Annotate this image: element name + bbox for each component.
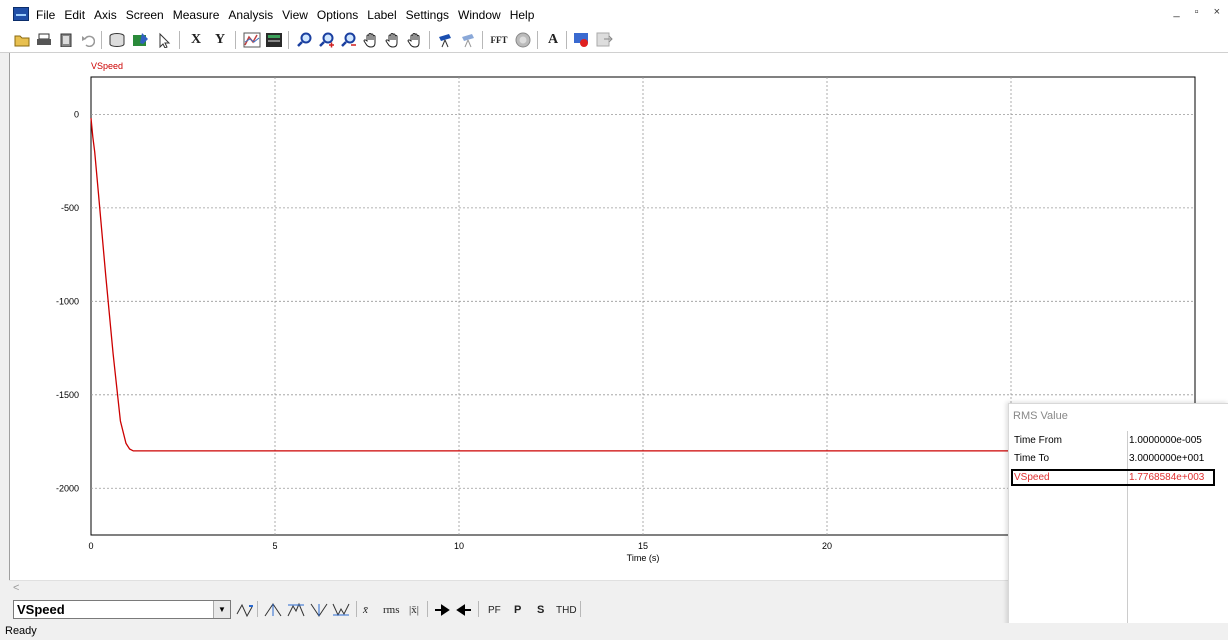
toolbar-separator bbox=[235, 31, 236, 49]
valley-icon[interactable] bbox=[310, 601, 328, 619]
app-icon bbox=[13, 7, 29, 21]
y-tick-label: -500 bbox=[61, 203, 79, 213]
thd-button[interactable]: THD bbox=[556, 604, 577, 616]
pan-hand-icon[interactable] bbox=[362, 30, 380, 50]
y-tick-label: -1500 bbox=[56, 390, 79, 400]
rms-value-panel[interactable]: RMS Value Time From 1.0000000e-005 Time … bbox=[1008, 403, 1228, 631]
y-tick-label: -1000 bbox=[56, 296, 79, 306]
menu-label[interactable]: Label bbox=[367, 8, 397, 22]
toolbar-separator bbox=[257, 601, 258, 617]
rms-signal-value: 1.7768584e+003 bbox=[1129, 472, 1205, 483]
menu-view[interactable]: View bbox=[282, 8, 308, 22]
toolbar-separator bbox=[537, 31, 538, 49]
menu-window[interactable]: Window bbox=[458, 8, 501, 22]
grab-hand-icon[interactable] bbox=[406, 30, 424, 50]
window-controls[interactable]: _ ▫ × bbox=[1173, 6, 1226, 18]
abs-mean-button[interactable]: |x̄| bbox=[409, 604, 419, 616]
spectrum-icon[interactable] bbox=[514, 30, 532, 50]
rms-highlight-box bbox=[1011, 469, 1215, 486]
zoom-icon[interactable] bbox=[296, 30, 314, 50]
toolbar-separator bbox=[429, 31, 430, 49]
status-text: Ready bbox=[5, 625, 37, 637]
rms-button[interactable]: rms bbox=[383, 604, 400, 616]
toolbar-separator bbox=[580, 601, 581, 617]
y-tick-label: 0 bbox=[74, 109, 79, 119]
pointer-icon[interactable] bbox=[156, 30, 174, 50]
arrow-left-icon[interactable] bbox=[456, 601, 472, 619]
telescope-icon[interactable] bbox=[437, 30, 455, 50]
menu-measure[interactable]: Measure bbox=[172, 8, 220, 22]
menu-bar: File Edit Axis Screen Measure Analysis V… bbox=[0, 0, 1228, 28]
fft-button[interactable]: FFT bbox=[490, 35, 508, 45]
power-factor-button[interactable]: PF bbox=[488, 604, 501, 616]
valley-multi-icon[interactable] bbox=[332, 601, 350, 619]
telescope-label-icon[interactable] bbox=[460, 30, 478, 50]
series-line-vspeed bbox=[90, 118, 1195, 452]
scroll-left-icon[interactable]: < bbox=[13, 582, 20, 594]
measure-toolbar: VSpeed ▼ x̄ rms |x̄| PF P S THD bbox=[0, 597, 1010, 623]
rms-row-value: 1.0000000e-005 bbox=[1129, 435, 1202, 446]
menu-screen[interactable]: Screen bbox=[125, 8, 164, 22]
toolbar-separator bbox=[101, 31, 102, 49]
x-axis-button[interactable]: X bbox=[190, 32, 202, 47]
toolbar-separator bbox=[179, 31, 180, 49]
export-icon[interactable] bbox=[596, 30, 614, 50]
x-tick-label: 20 bbox=[822, 541, 832, 551]
trace-label: VSpeed bbox=[91, 61, 123, 71]
status-bar: Ready bbox=[0, 623, 1228, 640]
open-folder-icon[interactable] bbox=[13, 30, 31, 50]
signal-select-value: VSpeed bbox=[17, 602, 65, 617]
print-icon[interactable] bbox=[35, 30, 53, 50]
mean-button[interactable]: x̄ bbox=[363, 604, 368, 616]
peak-multi-icon[interactable] bbox=[287, 601, 305, 619]
display-window-icon[interactable] bbox=[265, 30, 283, 50]
zoom-in-icon[interactable] bbox=[318, 30, 336, 50]
menu-edit[interactable]: Edit bbox=[64, 8, 86, 22]
toolbar-separator bbox=[566, 31, 567, 49]
data-file-icon[interactable] bbox=[108, 30, 126, 50]
rms-row-label: Time To bbox=[1014, 453, 1050, 464]
rms-panel-title: RMS Value bbox=[1013, 410, 1068, 422]
zoom-out-icon[interactable] bbox=[340, 30, 358, 50]
chart-overlay-icon[interactable] bbox=[243, 30, 261, 50]
menu-axis[interactable]: Axis bbox=[94, 8, 117, 22]
rms-row-label: Time From bbox=[1014, 435, 1062, 446]
y-axis-button[interactable]: Y bbox=[214, 32, 226, 47]
toolbar-separator bbox=[478, 601, 479, 617]
arrow-right-icon[interactable] bbox=[434, 601, 450, 619]
toolbar-separator bbox=[356, 601, 357, 617]
x-tick-label: 10 bbox=[454, 541, 464, 551]
x-tick-label: 5 bbox=[272, 541, 277, 551]
x-axis-label: Time (s) bbox=[627, 553, 660, 563]
toolbar-separator bbox=[427, 601, 428, 617]
menu-settings[interactable]: Settings bbox=[405, 8, 449, 22]
menu-analysis[interactable]: Analysis bbox=[228, 8, 274, 22]
menu-help[interactable]: Help bbox=[509, 8, 535, 22]
record-icon[interactable] bbox=[573, 30, 591, 50]
rms-column-divider bbox=[1127, 431, 1128, 627]
menu-options[interactable]: Options bbox=[316, 8, 359, 22]
main-toolbar: X Y FFT A bbox=[0, 28, 1228, 53]
signal-select[interactable]: VSpeed ▼ bbox=[13, 600, 231, 619]
menu-file[interactable]: File bbox=[36, 8, 56, 22]
real-power-button[interactable]: P bbox=[514, 604, 522, 616]
apparent-power-button[interactable]: S bbox=[537, 604, 545, 616]
toolbar-separator bbox=[288, 31, 289, 49]
y-tick-label: -2000 bbox=[56, 483, 79, 493]
toolbar-separator bbox=[482, 31, 483, 49]
x-tick-label: 15 bbox=[638, 541, 648, 551]
chart-edit-icon[interactable] bbox=[132, 30, 150, 50]
rms-row-value: 3.0000000e+001 bbox=[1129, 453, 1205, 464]
annotation-button[interactable]: A bbox=[547, 32, 559, 47]
menu-items: File Edit Axis Screen Measure Analysis V… bbox=[36, 8, 543, 22]
chevron-down-icon[interactable]: ▼ bbox=[213, 601, 230, 618]
rms-signal-label: VSpeed bbox=[1014, 472, 1050, 483]
min-max-icon[interactable] bbox=[236, 601, 254, 619]
peak-icon[interactable] bbox=[264, 601, 282, 619]
x-tick-label: 0 bbox=[88, 541, 93, 551]
pan-hand-vertical-icon[interactable] bbox=[384, 30, 402, 50]
clipboard-icon[interactable] bbox=[57, 30, 75, 50]
undo-icon[interactable] bbox=[79, 30, 97, 50]
horizontal-scrollbar[interactable]: < bbox=[9, 580, 1009, 598]
